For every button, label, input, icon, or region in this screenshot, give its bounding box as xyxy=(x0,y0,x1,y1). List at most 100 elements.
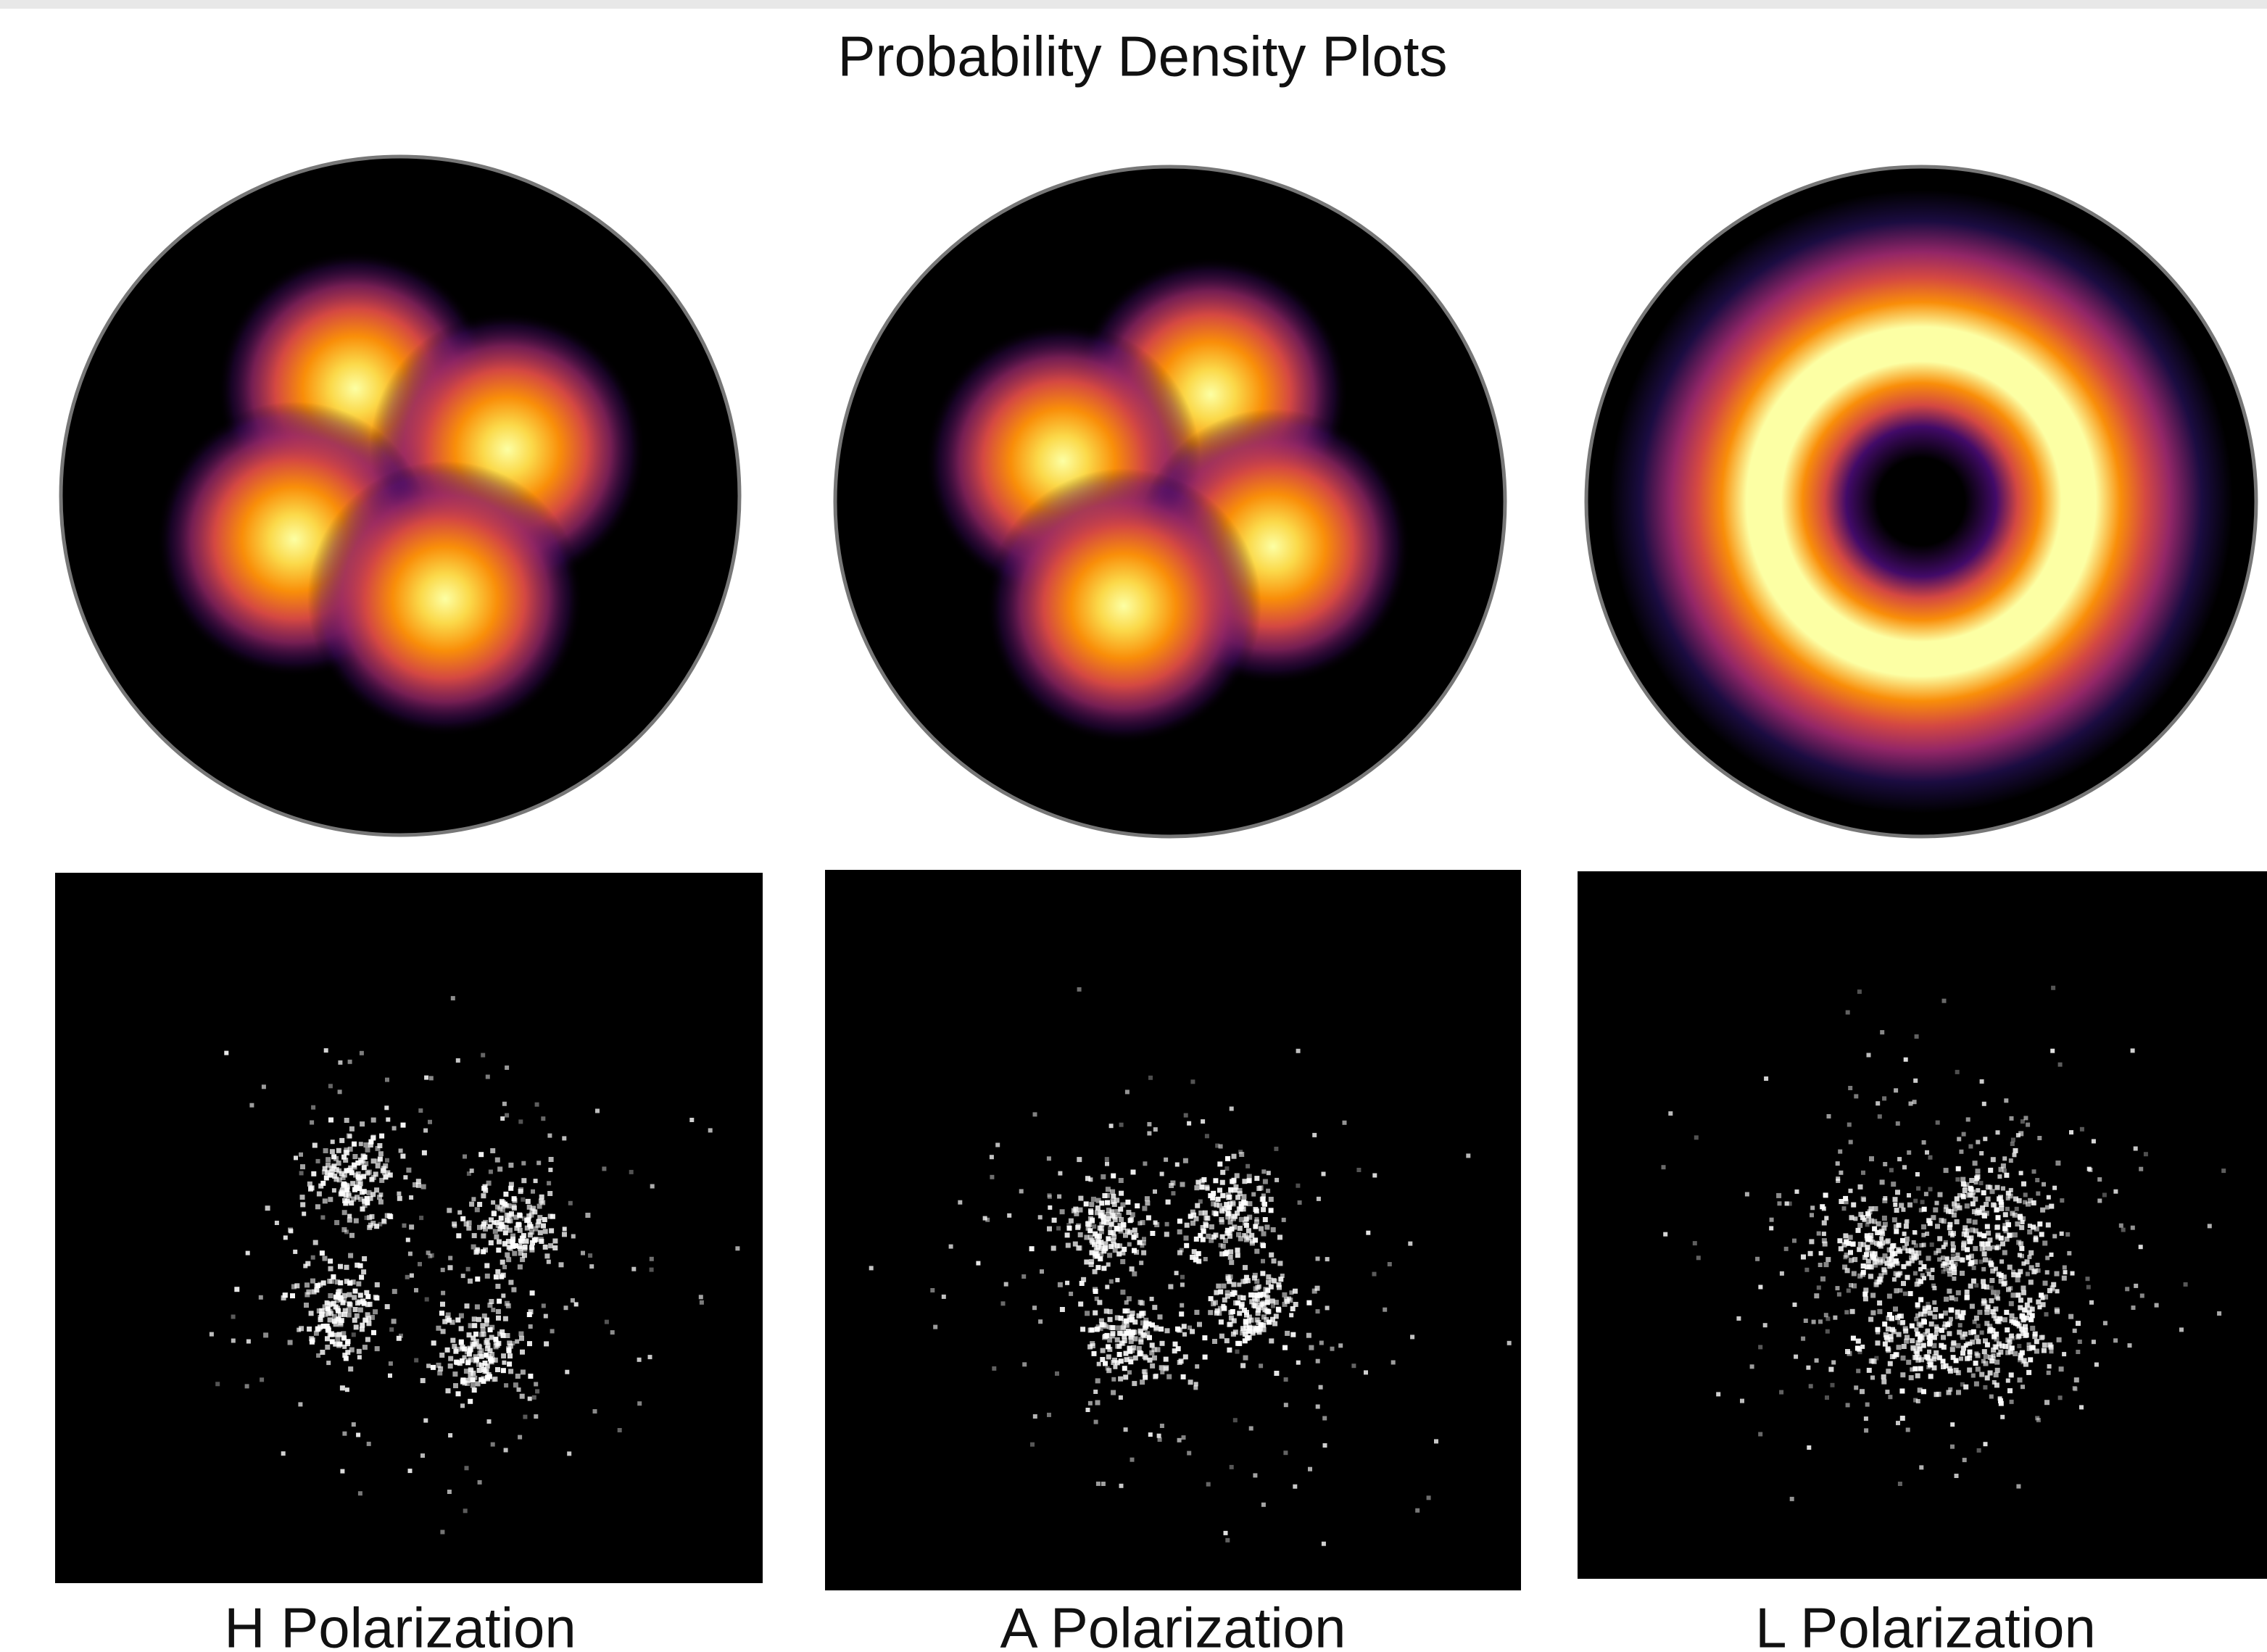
count xyxy=(1235,1350,1240,1354)
count xyxy=(2023,1328,2028,1333)
count xyxy=(1089,1238,1094,1243)
count xyxy=(348,1147,353,1152)
count xyxy=(1983,1338,1988,1343)
count xyxy=(1142,1354,1147,1359)
count xyxy=(1981,1279,1986,1284)
count xyxy=(457,1211,462,1215)
count xyxy=(517,1223,522,1228)
count xyxy=(2023,1200,2027,1205)
count xyxy=(1100,1322,1105,1327)
count xyxy=(1902,1344,1907,1349)
count xyxy=(339,1138,344,1143)
count xyxy=(1801,1255,1806,1260)
count xyxy=(2074,1377,2079,1382)
count xyxy=(1277,1234,1282,1240)
count xyxy=(535,1389,539,1393)
count xyxy=(1750,1364,1754,1369)
count xyxy=(1999,1279,2004,1284)
count xyxy=(365,1337,370,1342)
count xyxy=(2028,1250,2034,1255)
count xyxy=(361,1269,366,1274)
count xyxy=(1019,1189,1024,1193)
count xyxy=(1038,1319,1043,1324)
count xyxy=(1923,1306,1928,1311)
count xyxy=(481,1367,486,1372)
count xyxy=(1132,1228,1137,1233)
count xyxy=(1896,1261,1900,1266)
count xyxy=(1201,1177,1206,1182)
count xyxy=(1254,1249,1259,1254)
count xyxy=(1091,1197,1096,1202)
count xyxy=(496,1248,501,1253)
count xyxy=(1866,1259,1871,1264)
count xyxy=(429,1076,434,1080)
count xyxy=(1965,1342,1970,1346)
count xyxy=(1948,1308,1953,1313)
count xyxy=(2221,1169,2226,1173)
count xyxy=(465,1303,470,1308)
count xyxy=(1092,1224,1096,1229)
count xyxy=(478,1152,484,1157)
count xyxy=(1863,1296,1868,1301)
count xyxy=(1232,1319,1237,1324)
count xyxy=(331,1140,335,1144)
count xyxy=(1944,1168,1949,1173)
count xyxy=(338,1060,342,1065)
count xyxy=(2039,1232,2044,1237)
count xyxy=(531,1206,536,1211)
count xyxy=(1886,1369,1891,1374)
count xyxy=(1124,1427,1128,1432)
count xyxy=(1986,1305,1991,1310)
count xyxy=(1888,1395,1892,1399)
count xyxy=(549,1228,554,1233)
count xyxy=(1316,1359,1320,1363)
count xyxy=(2042,1241,2047,1246)
count xyxy=(1093,1287,1098,1292)
count xyxy=(532,1395,536,1400)
count xyxy=(1993,1306,1998,1311)
count xyxy=(1171,1191,1175,1195)
count xyxy=(1222,1284,1227,1289)
count xyxy=(1996,1130,2000,1134)
count xyxy=(1120,1203,1125,1208)
count xyxy=(1973,1161,1978,1166)
count xyxy=(478,1480,482,1485)
count xyxy=(1164,1357,1169,1362)
count xyxy=(1926,1329,1930,1333)
count xyxy=(476,1317,481,1322)
count xyxy=(2009,1319,2013,1323)
count xyxy=(1391,1361,1396,1365)
count xyxy=(1895,1190,1900,1195)
count xyxy=(1194,1382,1198,1386)
count xyxy=(333,1332,337,1337)
count xyxy=(1240,1363,1246,1368)
count xyxy=(249,1103,254,1108)
count xyxy=(1231,1282,1236,1287)
count xyxy=(1175,1327,1180,1332)
count xyxy=(1995,1368,2000,1373)
count xyxy=(529,1229,534,1234)
count xyxy=(422,1150,427,1155)
count xyxy=(352,1332,356,1337)
count xyxy=(366,1321,371,1326)
count xyxy=(1315,1286,1320,1291)
count xyxy=(365,1302,370,1307)
count xyxy=(330,1339,335,1344)
count xyxy=(1817,1232,1821,1236)
count xyxy=(1926,1269,1930,1273)
count xyxy=(1230,1465,1234,1469)
count xyxy=(1950,1233,1955,1237)
count xyxy=(342,1182,347,1187)
count xyxy=(1325,1257,1330,1261)
count xyxy=(1951,1248,1955,1253)
count xyxy=(375,1346,380,1351)
count xyxy=(1836,1286,1840,1290)
count xyxy=(1140,1243,1144,1248)
count xyxy=(1211,1234,1217,1240)
count xyxy=(507,1219,511,1224)
count xyxy=(1785,1201,1789,1205)
count xyxy=(1989,1298,1994,1303)
count xyxy=(2058,1395,2063,1400)
count xyxy=(1851,1336,1856,1341)
panel-label: H Polarization xyxy=(224,1596,576,1652)
